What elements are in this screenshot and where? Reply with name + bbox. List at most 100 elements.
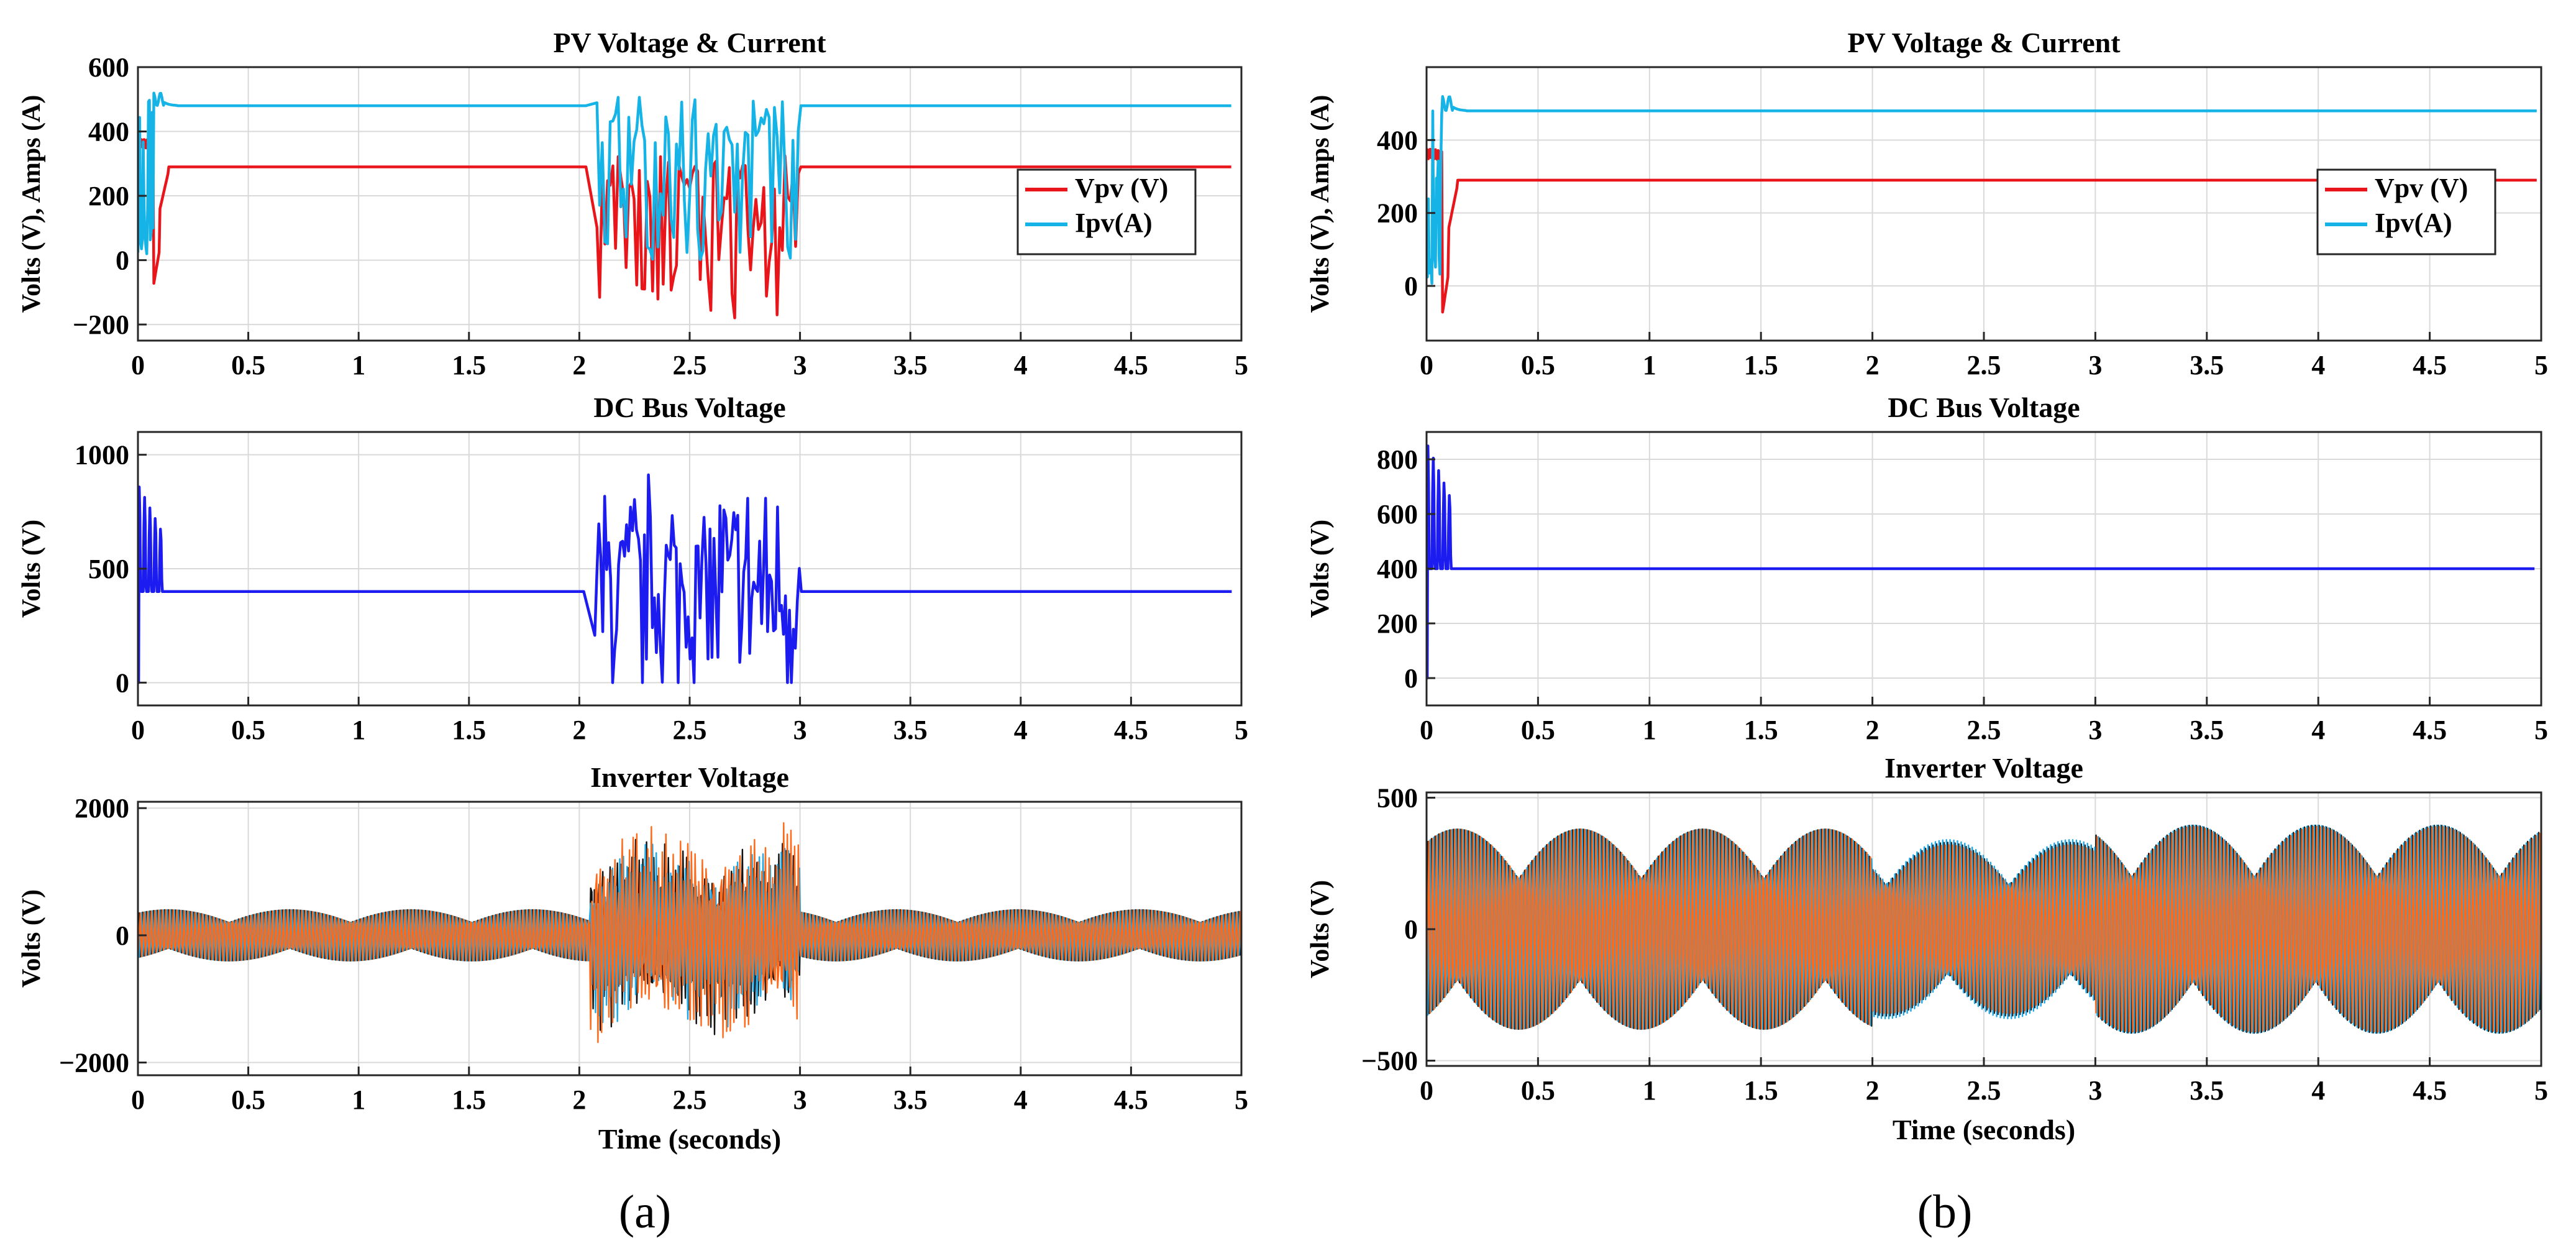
y-tick-label: 200 xyxy=(1377,198,1418,229)
x-tick-label: 0.5 xyxy=(231,715,265,745)
x-tick-label: 4 xyxy=(1014,715,1028,745)
series-line-ipv-a- xyxy=(138,91,1231,261)
series-line-vdc xyxy=(138,473,1232,684)
y-tick-label: 400 xyxy=(1377,554,1418,584)
x-tick-label: 0 xyxy=(1420,350,1433,380)
x-tick-label: 5 xyxy=(1235,715,1248,745)
x-tick-label: 2 xyxy=(1866,350,1879,380)
x-tick-label: 3.5 xyxy=(893,715,928,745)
x-tick-label: 0.5 xyxy=(231,1085,265,1115)
y-tick-label: 0 xyxy=(116,246,129,276)
x-tick-label: 4 xyxy=(1014,350,1028,380)
x-tick-label: 1.5 xyxy=(452,715,486,745)
x-tick-label: 4 xyxy=(2311,350,2325,380)
x-tick-label: 0 xyxy=(131,715,145,745)
x-tick-label: 0.5 xyxy=(231,350,265,380)
x-tick-label: 1.5 xyxy=(1744,350,1778,380)
x-tick-label: 3.5 xyxy=(893,1085,928,1115)
x-tick-label: 1.5 xyxy=(452,1085,486,1115)
x-tick-label: 4 xyxy=(2311,1075,2325,1106)
series-line-phase-b xyxy=(1427,824,2541,1034)
chart-title: DC Bus Voltage xyxy=(1888,392,2080,423)
x-tick-label: 3.5 xyxy=(2190,1075,2224,1106)
y-tick-label: −2000 xyxy=(59,1048,129,1078)
x-tick-label: 4.5 xyxy=(2413,1075,2447,1106)
x-tick-label: 1 xyxy=(352,1085,365,1115)
x-tick-label: 4 xyxy=(1014,1085,1028,1115)
x-tick-label: 5 xyxy=(1235,350,1248,380)
legend-box xyxy=(1016,168,1197,255)
series-group xyxy=(1427,444,2535,680)
series-line-phase-c xyxy=(1427,825,2541,1033)
x-tick-label: 0.5 xyxy=(1521,1075,1555,1106)
series-line-vdc xyxy=(1427,444,2535,680)
chart-b-row1: 0 0.5 1 1.5 2 2.5 3 3.5 4 4.5 5 0 200 400 600 800 DC Bus… xyxy=(1306,392,2548,745)
y-axis-label: Volts (V) xyxy=(1306,880,1335,978)
chart-b-row0: 0 0.5 1 1.5 2 2.5 3 3.5 4 4.5 5 0 200 400 PV Voltage &… xyxy=(1306,27,2548,380)
chart-title: DC Bus Voltage xyxy=(593,392,785,423)
y-axis-label: Volts (V), Amps (A) xyxy=(1306,95,1335,313)
legend: Vpv (V) Ipv(A) xyxy=(2316,168,2496,255)
y-tick-label: 0 xyxy=(116,920,129,951)
y-tick-label: −200 xyxy=(73,310,129,340)
y-tick-label: 600 xyxy=(1377,499,1418,530)
x-tick-label: 2.5 xyxy=(673,1085,707,1115)
y-tick-label: 0 xyxy=(1404,663,1418,694)
x-tick-label: 0 xyxy=(131,350,145,380)
series-group xyxy=(138,91,1231,319)
x-tick-label: 1 xyxy=(1643,715,1656,745)
x-tick-label: 2.5 xyxy=(673,715,707,745)
series-line-vpv-v- xyxy=(1427,147,2537,314)
legend-label: Vpv (V) xyxy=(1075,173,1168,203)
legend-label: Vpv (V) xyxy=(2375,173,2468,203)
x-tick-label: 3.5 xyxy=(893,350,928,380)
y-axis-label: Volts (V) xyxy=(1306,520,1335,618)
y-axis-label: Volts (V) xyxy=(17,889,46,988)
y-tick-label: 200 xyxy=(88,181,129,211)
panel-label-a: (a) xyxy=(619,1186,671,1238)
x-tick-label: 0.5 xyxy=(1521,715,1555,745)
x-tick-label: 2.5 xyxy=(1967,350,2001,380)
x-tick-label: 1.5 xyxy=(1744,715,1778,745)
y-tick-label: 0 xyxy=(1404,271,1418,301)
x-tick-label: 0.5 xyxy=(1521,350,1555,380)
y-tick-label: 200 xyxy=(1377,608,1418,639)
series-group xyxy=(1427,95,2537,314)
chart-title: PV Voltage & Current xyxy=(553,27,826,58)
chart-title: Inverter Voltage xyxy=(590,761,789,793)
x-tick-label: 2 xyxy=(572,350,586,380)
x-tick-label: 3 xyxy=(2088,350,2102,380)
x-tick-label: 4.5 xyxy=(2413,350,2447,380)
chart-title: Inverter Voltage xyxy=(1884,752,2083,784)
series-line-phase-b xyxy=(138,843,1241,1028)
y-tick-label: 400 xyxy=(1377,125,1418,155)
x-tick-label: 1 xyxy=(352,715,365,745)
chart-a-row2: 0 0.5 1 1.5 2 2.5 3 3.5 4 4.5 5−200002000Inverter … xyxy=(17,761,1248,1155)
x-tick-label: 4 xyxy=(2311,715,2325,745)
y-tick-label: 400 xyxy=(88,117,129,147)
chart-a-row1: 0 0.5 1 1.5 2 2.5 3 3.5 4 4.5 5 0 500 1000 DC Bus Volt… xyxy=(17,392,1248,745)
x-tick-label: 0 xyxy=(1420,715,1433,745)
y-tick-label: −500 xyxy=(1361,1046,1418,1076)
x-tick-label: 3.5 xyxy=(2190,715,2224,745)
x-tick-label: 3 xyxy=(2088,1075,2102,1106)
series-group xyxy=(138,822,1241,1044)
y-tick-label: 600 xyxy=(88,52,129,83)
x-tick-label: 2 xyxy=(572,1085,586,1115)
y-axis-label: Volts (V), Amps (A) xyxy=(17,95,46,313)
series-group xyxy=(1427,824,2541,1034)
x-tick-label: 2 xyxy=(572,715,586,745)
x-tick-label: 2.5 xyxy=(1967,715,2001,745)
y-axis-label: Volts (V) xyxy=(17,520,46,618)
y-tick-label: 0 xyxy=(1404,914,1418,945)
x-tick-label: 1 xyxy=(352,350,365,380)
legend: Vpv (V) Ipv(A) xyxy=(1016,168,1197,255)
x-tick-label: 3 xyxy=(793,350,807,380)
x-tick-label: 5 xyxy=(2534,715,2548,745)
series-line-vpv-v- xyxy=(138,138,1231,319)
y-tick-label: 500 xyxy=(88,554,129,584)
x-tick-label: 0 xyxy=(1420,1075,1433,1106)
